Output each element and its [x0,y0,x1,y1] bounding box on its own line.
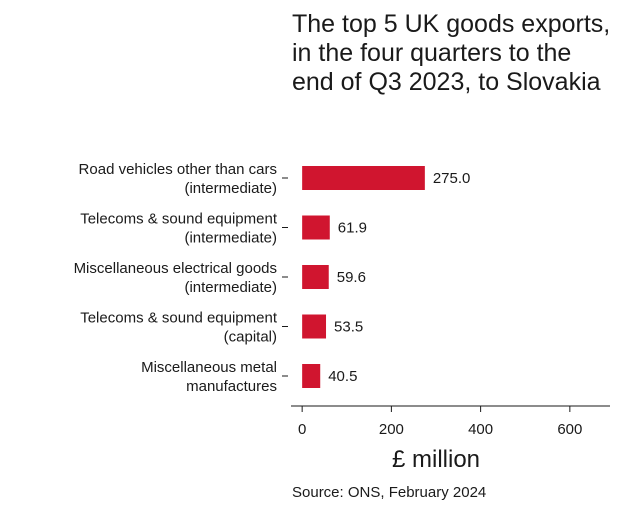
category-label-4: Miscellaneous metal manufactures [141,359,277,395]
bar-4 [302,364,321,388]
chart-title: The top 5 UK goods exports, in the four … [292,10,611,96]
bars-layer: 275.0 61.9 59.6 53.5 40.5 [302,166,470,388]
data-label-0: 275.0 [433,170,471,187]
x-axis: Road vehicles other than cars (intermedia… [74,161,610,473]
data-label-4: 40.5 [328,368,357,385]
bar-1 [302,215,330,240]
x-tick-label-1: 200 [379,421,404,438]
category-label-2: Miscellaneous electrical goods (intermedi… [74,260,277,296]
bar-3 [302,314,327,339]
bar-0 [302,166,425,190]
data-label-1: 61.9 [338,220,367,237]
category-label-3: Telecoms & sound equipment (capital) [80,310,278,346]
data-label-3: 53.5 [334,319,363,336]
category-label-1: Telecoms & sound equipment (intermediate) [80,211,278,247]
bar-2 [302,265,329,289]
x-tick-label-3: 600 [557,421,582,438]
x-tick-label-0: 0 [298,421,306,438]
source-note: Source: ONS, February 2024 [292,484,487,501]
data-label-2: 59.6 [337,269,366,286]
category-label-0: Road vehicles other than cars (intermedia… [79,161,277,197]
x-axis-label: £ million [392,446,480,473]
x-tick-label-2: 400 [468,421,493,438]
